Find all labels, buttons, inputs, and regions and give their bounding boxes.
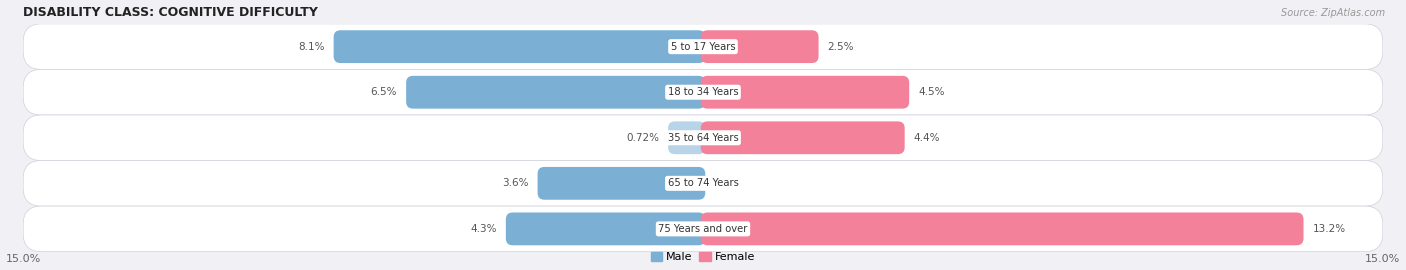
FancyBboxPatch shape [700,122,904,154]
Text: Source: ZipAtlas.com: Source: ZipAtlas.com [1281,8,1385,18]
Text: 4.4%: 4.4% [914,133,941,143]
Text: 0.0%: 0.0% [714,178,741,188]
FancyBboxPatch shape [333,30,706,63]
FancyBboxPatch shape [22,206,1384,252]
FancyBboxPatch shape [22,24,1384,69]
FancyBboxPatch shape [700,212,1303,245]
FancyBboxPatch shape [506,212,706,245]
Text: 2.5%: 2.5% [828,42,853,52]
Text: 35 to 64 Years: 35 to 64 Years [668,133,738,143]
FancyBboxPatch shape [700,30,818,63]
Text: 18 to 34 Years: 18 to 34 Years [668,87,738,97]
FancyBboxPatch shape [22,161,1384,206]
Text: DISABILITY CLASS: COGNITIVE DIFFICULTY: DISABILITY CLASS: COGNITIVE DIFFICULTY [22,6,318,19]
FancyBboxPatch shape [22,69,1384,115]
FancyBboxPatch shape [700,76,910,109]
Text: 3.6%: 3.6% [502,178,529,188]
Text: 65 to 74 Years: 65 to 74 Years [668,178,738,188]
FancyBboxPatch shape [668,122,706,154]
FancyBboxPatch shape [22,115,1384,161]
FancyBboxPatch shape [537,167,706,200]
FancyBboxPatch shape [406,76,706,109]
Text: 5 to 17 Years: 5 to 17 Years [671,42,735,52]
Text: 8.1%: 8.1% [298,42,325,52]
Text: 4.3%: 4.3% [470,224,496,234]
Text: 4.5%: 4.5% [918,87,945,97]
Text: 0.72%: 0.72% [626,133,659,143]
Text: 6.5%: 6.5% [371,87,396,97]
Text: 75 Years and over: 75 Years and over [658,224,748,234]
Text: 13.2%: 13.2% [1313,224,1346,234]
Legend: Male, Female: Male, Female [648,250,758,264]
